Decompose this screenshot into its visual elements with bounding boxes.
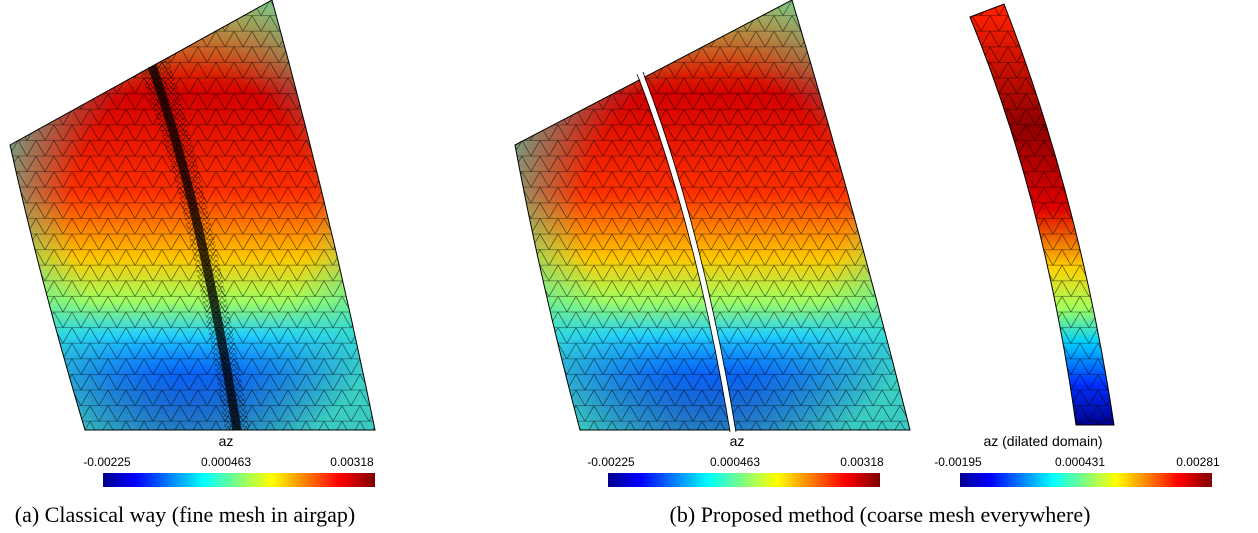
- caption: (b) Proposed method (coarse mesh everywh…: [670, 502, 1091, 527]
- panel-b-plot: [514, 0, 911, 433]
- colorbar-tick: -0.00225: [83, 455, 131, 469]
- colorbar-tick: 0.00318: [840, 455, 884, 469]
- colorbar-label: az: [219, 433, 234, 449]
- panel-c-plot: [969, 3, 1115, 426]
- colorbar-tick: 0.00318: [330, 455, 374, 469]
- colorbar-tick: -0.00195: [934, 455, 982, 469]
- colorbar-a: az -0.00225 0.000463 0.00318: [83, 433, 375, 487]
- colorbar-tick: -0.00225: [587, 455, 635, 469]
- panel-a-plot: [9, 0, 376, 431]
- colorbar: [103, 473, 375, 487]
- colorbar-b: az -0.00225 0.000463 0.00318: [587, 433, 884, 487]
- colorbar: [608, 473, 880, 487]
- colorbar-c: az (dilated domain) -0.00195 0.000431 0.…: [934, 433, 1220, 487]
- colorbar-tick: 0.000463: [201, 455, 251, 469]
- colorbar-tick: 0.000431: [1055, 455, 1105, 469]
- caption: (a) Classical way (fine mesh in airgap): [15, 502, 355, 527]
- colorbar-label: az: [730, 433, 745, 449]
- colorbar-tick: 0.000463: [710, 455, 760, 469]
- colorbar: [960, 473, 1212, 487]
- colorbar-tick: 0.00281: [1176, 455, 1220, 469]
- colorbar-label: az (dilated domain): [983, 433, 1102, 449]
